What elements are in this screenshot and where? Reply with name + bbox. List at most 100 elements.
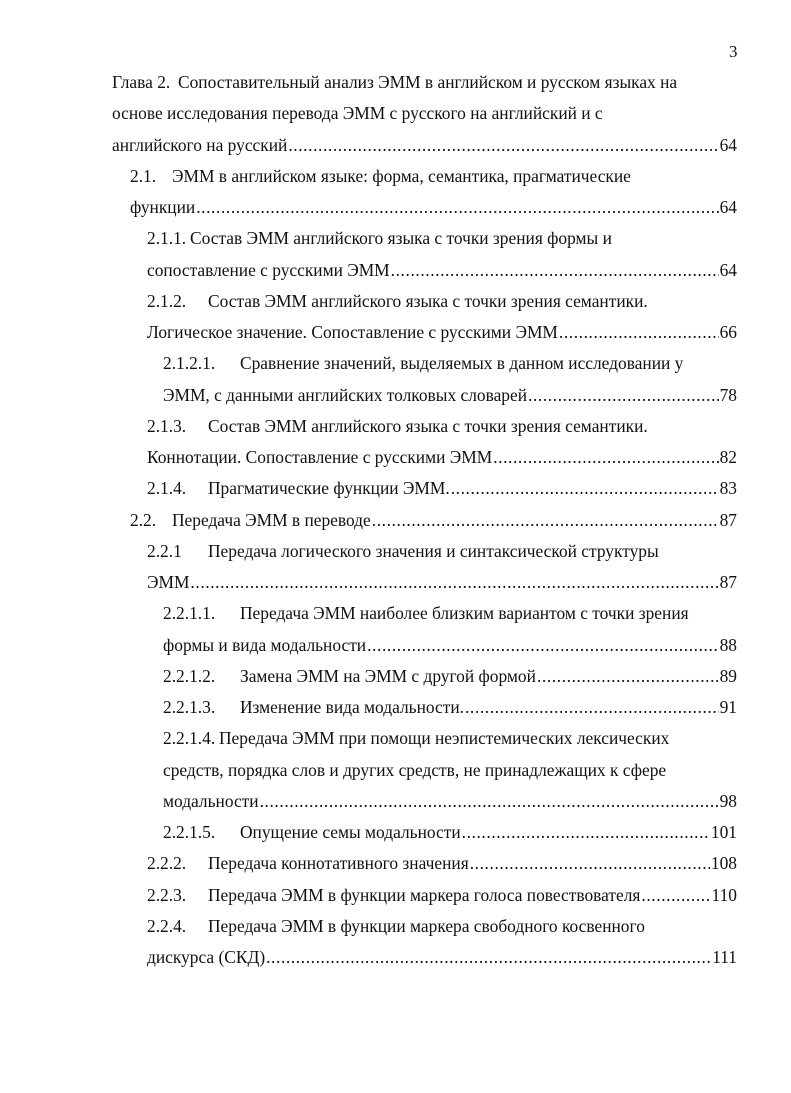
toc-line: 2.2.2. Передача коннотативного значения 10… [0,848,791,879]
toc-number: 2.2. [130,509,157,530]
toc-page-number: 64 [719,134,737,155]
toc-line: ЭММ, с данными английских толковых слова… [0,380,791,411]
toc-entry: 2.2.2. Передача коннотативного значения 10… [0,848,791,879]
toc-link[interactable]: формы и вида модальности 88 [163,630,737,661]
toc-line: 2.2.1.3. Изменение вида модальности. 91 [0,692,791,723]
toc-number: 2.1.4. [147,478,187,499]
toc-entry: 2.1.1. Состав ЭММ английского языка с точ… [0,223,791,286]
toc-number: Глава 2. [112,72,171,92]
toc-entry: Глава 2. Сопоставительный анализ ЭММ в ан… [0,67,791,161]
toc-page-number: 82 [719,447,737,467]
toc-page-number: 87 [719,509,737,530]
toc-line: 2.2.1.1. Передача ЭММ наиболее близким ва… [0,598,791,629]
toc-link[interactable]: Замена ЭММ на ЭММ с другой формой 89 [240,661,737,692]
toc-line: Логическое значение. Сопоставление с рус… [0,317,791,348]
toc-page-number: 64 [719,259,737,280]
toc-line: 2.1. ЭММ в английском языке: форма, семан… [0,161,791,192]
dot-leader [372,505,719,536]
toc-line: формы и вида модальности 88 [0,630,791,661]
toc-title: ЭММ в английском языке: форма, семантика… [172,165,631,186]
toc-title: Сравнение значений, выделяемых в данном … [240,353,684,374]
toc-title: Сопоставительный анализ ЭММ в английском… [178,72,678,92]
toc-link[interactable]: английского на русский 64 [112,130,737,161]
toc-entry: 2.2.1.5. Опущение семы модальности 101 [0,817,791,848]
toc-title: Передача ЭММ в функции маркера свободног… [208,915,645,936]
dot-leader [537,661,719,692]
toc-title: Замена ЭММ на ЭММ с другой формой [240,665,536,686]
toc-link[interactable]: Коннотации. Сопоставление с русскими ЭММ… [147,442,737,473]
toc-title: Передача ЭММ наиболее близким вариантом … [240,603,689,624]
toc-link[interactable]: Передача ЭММ в функции маркера голоса по… [208,880,737,911]
toc-number: 2.2.3. [147,884,187,905]
toc-line: 2.2.3. Передача ЭММ в функции маркера гол… [0,880,791,911]
toc-line: модальности 98 [0,786,791,817]
toc-link[interactable]: Передача ЭММ в переводе 87 [172,505,737,536]
toc-page-number: 88 [719,634,737,655]
toc-title: сопоставление с русскими ЭММ [147,259,390,280]
toc-entry: 2.1.3. Состав ЭММ английского языка с точ… [0,411,791,474]
dot-leader [260,786,719,817]
toc-page-number: 91 [719,697,737,717]
toc-title: Логическое значение. Сопоставление с рус… [147,322,558,342]
toc-entry: 2.2.4. Передача ЭММ в функции маркера сво… [0,911,791,974]
toc-link[interactable]: Прагматические функции ЭММ. 83 [208,473,737,504]
toc-link[interactable]: ЭММ, с данными английских толковых слова… [163,380,737,411]
toc-number: 2.2.2. [147,853,187,874]
toc-link[interactable]: сопоставление с русскими ЭММ 64 [147,255,737,286]
toc-line: 2.1.1. Состав ЭММ английского языка с точ… [0,223,791,254]
toc-line: 2.1.2. Состав ЭММ английского языка с точ… [0,286,791,317]
toc-line: 2.2.4. Передача ЭММ в функции маркера сво… [0,911,791,942]
toc-page-number: 87 [719,572,737,592]
toc-title: Изменение вида модальности. [240,697,464,717]
toc-link[interactable]: функции 64 [130,192,737,223]
toc-link[interactable]: Передача коннотативного значения 108 [208,848,737,879]
toc-entry: 2.1.4. Прагматические функции ЭММ. 83 [0,473,791,504]
toc-line: 2.2.1 Передача логического значения и син… [0,536,791,567]
toc-title: Состав ЭММ английского языка с точки зре… [208,290,648,311]
toc-page-number: 83 [719,478,737,499]
dot-leader [391,255,719,286]
toc-entry: 2.1.2.1. Сравнение значений, выделяемых в… [0,348,791,411]
dot-leader [367,630,719,661]
toc-title: ЭММ [147,572,190,592]
toc-link[interactable]: ЭММ 87 [147,567,737,598]
toc-title: Состав ЭММ английского языка с точки зре… [208,415,648,436]
toc-entry: 2.1. ЭММ в английском языке: форма, семан… [0,161,791,224]
toc-link[interactable]: модальности 98 [163,786,737,817]
toc-page-number: 66 [719,322,737,342]
toc-line: 2.2.1.5. Опущение семы модальности 101 [0,817,791,848]
toc-line: 2.2.1.4. Передача ЭММ при помощи неэписте… [0,723,791,754]
toc-line: Коннотации. Сопоставление с русскими ЭММ… [0,442,791,473]
toc-line: 2.1.4. Прагматические функции ЭММ. 83 [0,473,791,504]
toc-number: 2.2.1 [147,540,182,561]
toc-page-number: 110 [711,884,737,905]
toc-link[interactable]: Изменение вида модальности. 91 [240,692,737,723]
toc-line: английского на русский 64 [0,130,791,161]
toc-link[interactable]: Опущение семы модальности 101 [240,817,737,848]
dot-leader [196,192,718,223]
toc-title: Передача коннотативного значения [208,853,469,874]
toc-line: 2.2.1.2. Замена ЭММ на ЭММ с другой формо… [0,661,791,692]
toc-entry: 2.2.1.1. Передача ЭММ наиболее близким ва… [0,598,791,661]
toc-number: 2.2.1.5. [163,822,216,842]
dot-leader [470,848,710,879]
toc-line: средств, порядка слов и других средств, … [0,755,791,786]
toc-page-number: 64 [719,197,737,217]
toc-number: 2.1.2.1. [163,353,216,374]
dot-leader [641,880,710,911]
toc-title: ЭММ, с данными английских толковых слова… [163,384,528,405]
toc-entry: 2.2. Передача ЭММ в переводе 87 [0,505,791,536]
toc-link[interactable]: дискурса (СКД) 111 [147,942,737,973]
toc-entry: 2.2.1.3. Изменение вида модальности. 91 [0,692,791,723]
toc-link[interactable]: Логическое значение. Сопоставление с рус… [147,317,737,348]
toc-title: средств, порядка слов и других средств, … [163,759,667,780]
dot-leader [288,130,718,161]
toc-line: функции 64 [0,192,791,223]
toc-number: 2.2.1.4. [163,728,216,749]
toc-title: формы и вида модальности [163,634,367,655]
toc-entry: 2.1.2. Состав ЭММ английского языка с точ… [0,286,791,349]
table-of-contents: Глава 2. Сопоставительный анализ ЭММ в ан… [0,67,791,973]
toc-title: английского на русский [112,134,288,155]
toc-line: 2.2. Передача ЭММ в переводе 87 [0,505,791,536]
toc-title: модальности [163,790,259,811]
